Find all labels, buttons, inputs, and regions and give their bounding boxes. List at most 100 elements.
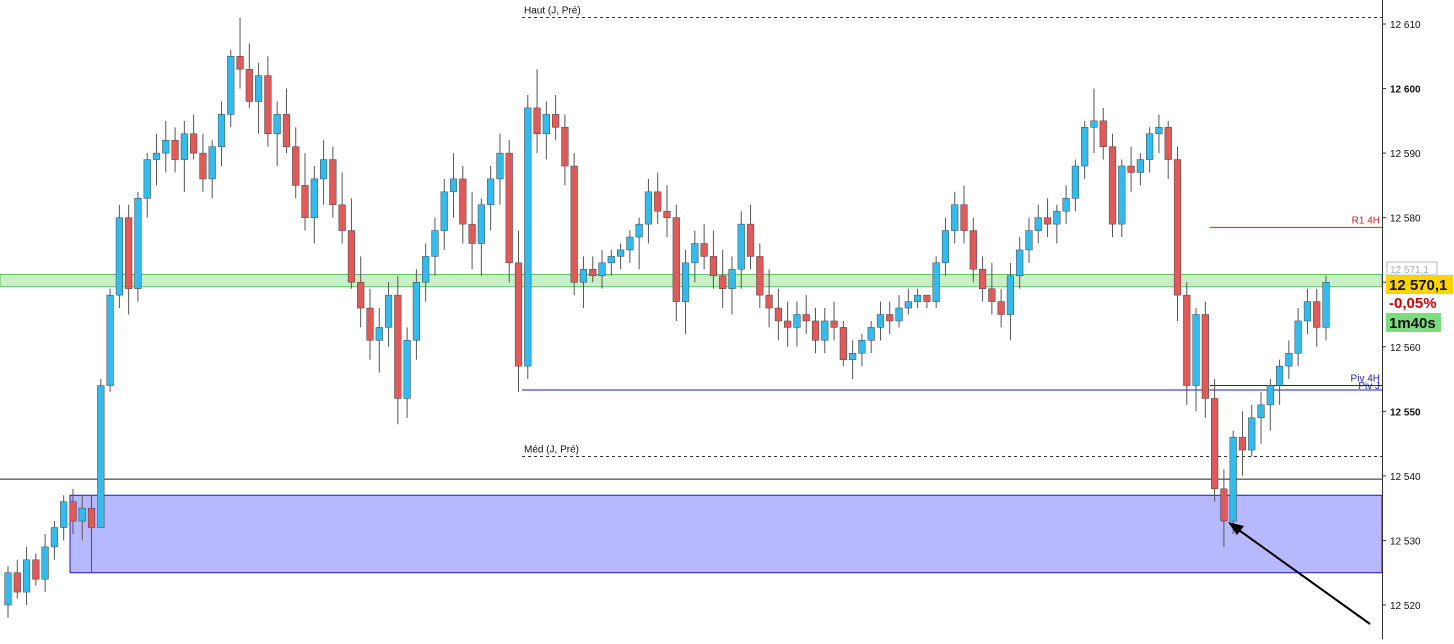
candle-down — [969, 230, 977, 270]
candle-down — [338, 204, 346, 231]
candle-up — [97, 385, 105, 528]
candle-down — [292, 146, 300, 186]
candle-up — [1136, 159, 1144, 173]
candle-up — [180, 133, 188, 160]
candle-down — [1211, 398, 1219, 490]
blue-support-zone — [69, 494, 1383, 574]
candle-down — [1238, 436, 1247, 451]
change-percent-label: -0,05% — [1389, 295, 1437, 312]
candle-up — [617, 249, 625, 257]
candle-up — [914, 294, 922, 302]
candle-up — [542, 114, 550, 134]
candle-up — [821, 320, 829, 341]
candle-up — [1034, 217, 1042, 231]
candle-up — [728, 269, 736, 289]
candle-up — [273, 114, 281, 134]
candle-up — [1016, 249, 1024, 277]
timer-box — [1386, 313, 1441, 332]
candle-down — [1099, 120, 1107, 147]
candle-down — [700, 243, 708, 257]
candle-up — [1294, 320, 1302, 354]
candle-up — [737, 223, 745, 270]
axis-tick-label: 12 590 — [1390, 149, 1421, 160]
candle-down — [923, 294, 931, 302]
candle-up — [403, 340, 411, 399]
candle-up — [1303, 301, 1312, 322]
candle-up — [1276, 365, 1284, 386]
candle-up — [1146, 133, 1154, 160]
candle-down — [190, 133, 198, 154]
arrow-annotation — [1228, 522, 1371, 625]
candle-down — [746, 223, 755, 257]
candle-up — [152, 152, 161, 160]
candle-up — [867, 327, 875, 341]
candle-down — [552, 114, 560, 128]
candle-up — [858, 340, 866, 354]
candle-down — [886, 314, 894, 322]
candle-down — [756, 256, 764, 296]
candle-down — [719, 275, 727, 289]
candle-up — [449, 178, 458, 193]
candle-up — [106, 294, 114, 386]
candle-up — [496, 152, 504, 180]
candle-up — [1090, 120, 1098, 128]
axis-tick-label: 12 600 — [1390, 85, 1421, 96]
candle-up — [598, 262, 606, 277]
candle-up — [793, 314, 801, 328]
candle-down — [654, 191, 662, 212]
candle-up — [1071, 165, 1079, 199]
candle-down — [69, 501, 77, 522]
candle-down — [663, 210, 671, 218]
candle-down — [1043, 217, 1052, 225]
candle-up — [691, 243, 699, 264]
candle-up — [876, 314, 885, 328]
candle-down — [505, 152, 513, 264]
candle-up — [22, 559, 31, 593]
candle-down — [839, 327, 847, 360]
candle-up — [524, 107, 532, 367]
candle-up — [644, 191, 653, 225]
candle-down — [329, 159, 337, 206]
candle-down — [830, 320, 838, 328]
candle-down — [978, 269, 987, 289]
candle-up — [1322, 281, 1330, 328]
current-price-box — [1386, 275, 1453, 294]
candle-down — [1183, 294, 1191, 386]
candle-up — [681, 262, 690, 302]
axis-tick-label: 12 540 — [1390, 472, 1421, 483]
axis-tick-label: 12 530 — [1390, 536, 1421, 547]
candle-up — [1006, 275, 1015, 315]
candle-up — [607, 256, 615, 264]
candle-up — [217, 114, 226, 147]
candle-up — [1285, 352, 1293, 367]
candle-down — [1220, 488, 1228, 522]
candle-down — [366, 307, 374, 341]
candle-down — [282, 114, 291, 147]
candle-down — [1127, 165, 1135, 173]
candle-down — [236, 56, 244, 70]
candle-up — [319, 159, 328, 180]
candle-up — [78, 507, 86, 522]
candle-down — [301, 185, 309, 218]
candle-down — [347, 230, 356, 283]
faint-price-label: 12 571,1 — [1390, 265, 1429, 276]
candle-down — [264, 75, 272, 134]
candle-down — [570, 165, 578, 283]
candle-down — [357, 281, 365, 309]
candle-down — [87, 507, 96, 528]
candle-up — [255, 75, 263, 102]
candle-up — [412, 281, 420, 341]
candle-down — [1313, 301, 1321, 328]
candle-up — [162, 139, 170, 154]
candle-down — [561, 127, 569, 167]
candle-down — [514, 262, 523, 367]
candle-down — [1164, 127, 1172, 160]
candle-up — [932, 262, 940, 302]
candle-down — [1108, 146, 1117, 225]
candle-down — [709, 256, 717, 277]
candle-up — [143, 159, 151, 199]
candle-up — [1025, 230, 1033, 251]
candle-down — [32, 559, 40, 580]
